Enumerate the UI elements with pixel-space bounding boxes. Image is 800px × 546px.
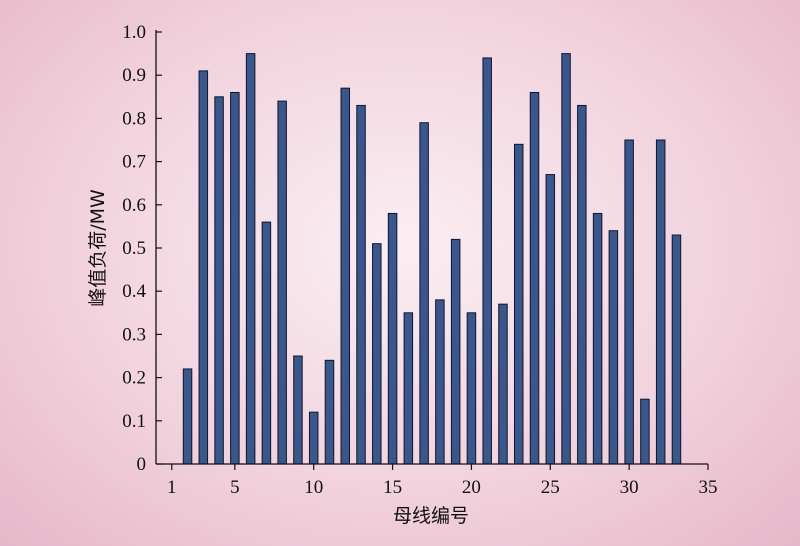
y-tick-label: 0.5 [122, 238, 146, 259]
bar-bus-2 [182, 368, 193, 465]
bar-bus-24 [529, 91, 540, 465]
bars-group [182, 53, 682, 465]
x-tick-label: 15 [383, 477, 402, 498]
y-tick-label: 0.9 [122, 65, 146, 86]
y-axis-label: 峰值负荷/MW [87, 189, 109, 307]
bar-bus-27 [577, 104, 587, 465]
bar-bus-33 [671, 234, 682, 465]
bar-bus-3 [198, 70, 209, 465]
bar-bus-14 [372, 243, 382, 465]
y-tick-label: 0.4 [122, 281, 146, 302]
x-tick-label: 35 [699, 477, 718, 498]
bar-bus-13 [356, 104, 366, 465]
bar-bus-8 [277, 100, 287, 465]
bar-bus-22 [498, 303, 508, 465]
bar-bus-31 [640, 398, 650, 465]
bar-bus-5 [230, 91, 240, 465]
bar-bus-23 [513, 143, 524, 465]
y-tick-label: 0.2 [122, 368, 146, 389]
y-tick-label: 1.0 [122, 22, 146, 43]
y-tick-label: 0.7 [122, 152, 146, 173]
bar-bus-30 [624, 139, 634, 465]
y-tick-label: 0.6 [122, 195, 146, 216]
x-tick-label: 30 [620, 477, 639, 498]
x-tick-label: 10 [304, 477, 323, 498]
x-ticks-group: 1 5 10 15 20 25 30 35 [167, 464, 718, 498]
bar-bus-4 [214, 96, 224, 465]
bar-bus-10 [308, 411, 319, 465]
bar-bus-16 [403, 312, 414, 465]
bar-bus-20 [466, 312, 477, 465]
x-tick-label: 5 [230, 477, 240, 498]
x-tick-label: 1 [167, 477, 177, 498]
x-tick-label: 20 [462, 477, 481, 498]
bar-bus-11 [324, 359, 335, 465]
y-ticks-group: 0 0.1 0.2 0.3 0.4 0.5 0.6 0.7 0.8 0.9 1.0 [122, 22, 162, 475]
bar-bus-19 [450, 238, 461, 465]
bar-bus-32 [655, 139, 666, 465]
x-axis-label: 母线编号 [393, 505, 469, 527]
y-tick-label: 0.8 [122, 108, 146, 129]
bar-bus-29 [608, 230, 619, 465]
y-tick-label: 0 [137, 454, 147, 475]
bar-bus-18 [435, 299, 445, 465]
bar-bus-28 [592, 212, 603, 465]
bar-bus-9 [293, 355, 303, 465]
x-tick-label: 25 [541, 477, 560, 498]
y-tick-label: 0.1 [122, 411, 146, 432]
bar-bus-7 [261, 221, 272, 465]
y-tick-label: 0.3 [122, 324, 146, 345]
bar-bus-25 [545, 174, 556, 465]
bar-bus-6 [245, 53, 256, 465]
bar-bus-17 [419, 122, 429, 465]
bar-bus-12 [340, 87, 351, 465]
bar-bus-15 [387, 212, 398, 465]
axes-group [155, 30, 708, 465]
bar-bus-21 [482, 57, 492, 465]
bar-bus-26 [561, 53, 571, 465]
